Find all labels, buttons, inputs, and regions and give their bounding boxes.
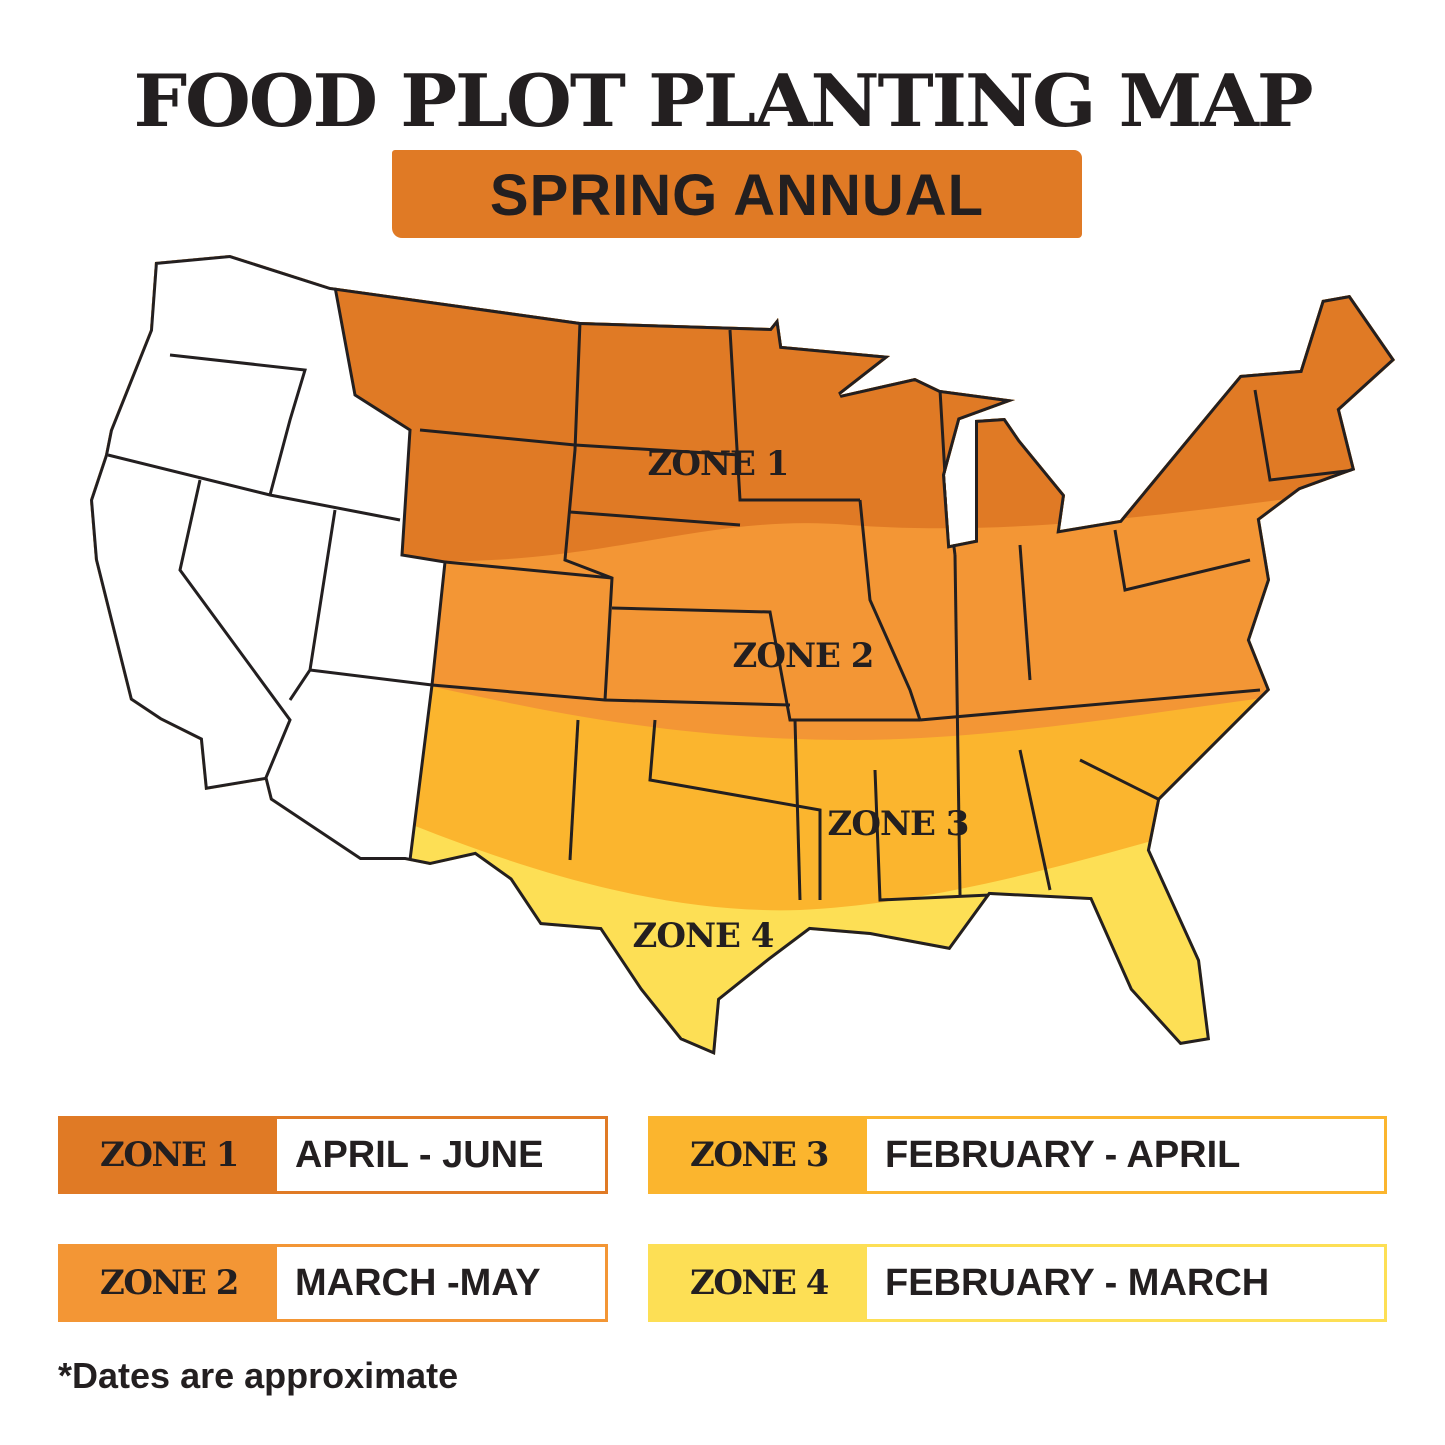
zone-1-map-label: ZONE 1 [648, 444, 789, 484]
subtitle: SPRING ANNUAL [489, 163, 985, 228]
legend-zone-dates: APRIL - JUNE [277, 1119, 605, 1191]
legend-zone-3: ZONE 3 FEBRUARY - APRIL [648, 1116, 1387, 1194]
legend-zone-label: ZONE 4 [651, 1247, 867, 1319]
legend-zone-label: ZONE 3 [651, 1119, 867, 1191]
legend-zone-dates: FEBRUARY - APRIL [867, 1119, 1384, 1191]
zone-3-map-label: ZONE 3 [828, 804, 969, 844]
legend-zone-dates: FEBRUARY - MARCH [867, 1247, 1384, 1319]
legend-zone-dates: MARCH -MAY [277, 1247, 605, 1319]
footnote: *Dates are approximate [58, 1355, 459, 1396]
zone-4-map-label: ZONE 4 [633, 916, 774, 956]
legend-zone-label: ZONE 1 [61, 1119, 277, 1191]
legend-zone-label: ZONE 2 [61, 1247, 277, 1319]
legend-zone-2: ZONE 2 MARCH -MAY [58, 1244, 608, 1322]
legend-zone-4: ZONE 4 FEBRUARY - MARCH [648, 1244, 1387, 1322]
western-states-unzoned [90, 255, 445, 1055]
subtitle-banner: SPRING ANNUAL [392, 150, 1082, 238]
legend-zone-1: ZONE 1 APRIL - JUNE [58, 1116, 608, 1194]
zone-2-map-label: ZONE 2 [733, 636, 874, 676]
page-title: FOOD PLOT PLANTING MAP [133, 58, 1313, 143]
